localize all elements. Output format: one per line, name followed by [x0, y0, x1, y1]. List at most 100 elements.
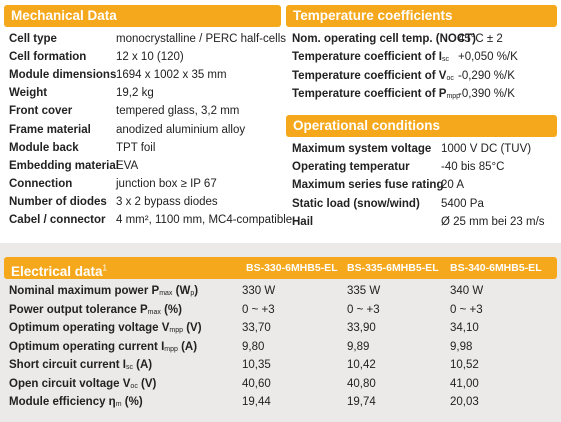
row-label: Frame material [9, 123, 91, 136]
row-label: Cabel / connector [9, 214, 106, 226]
row-value: 340 W [450, 285, 484, 297]
electrical-data-row: Power output tolerance Pmax (%) 0 ~ +3 0 ~… [9, 301, 557, 319]
row-label: Short circuit current Isc (A) [9, 359, 153, 371]
mechanical-data-row: Connection junction box ≥ IP 67 [9, 175, 284, 193]
row-value: 19,44 [242, 396, 271, 408]
row-value: TPT foil [116, 141, 156, 154]
mechanical-data-row: Cell formation 12 x 10 (120) [9, 48, 284, 66]
column-header-335: BS-335-6MHB5-EL [347, 262, 439, 274]
row-value: 5400 Pa [441, 197, 484, 210]
row-value: Ø 25 mm bei 23 m/s [441, 215, 545, 228]
row-label: Module dimensions [9, 69, 117, 82]
column-header-340: BS-340-6MHB5-EL [450, 262, 542, 274]
row-label: Optimum operating current Impp (A) [9, 340, 198, 353]
row-value: +0,050 %/K [458, 51, 518, 64]
row-label: Nom. operating cell temp. (NOCT) [292, 33, 477, 45]
operational-condition-row: Maximum system voltage 1000 V DC (TUV) [292, 140, 557, 158]
row-label: Power output tolerance Pmax (%) [9, 303, 182, 316]
row-label: Maximum system voltage [292, 143, 432, 155]
row-value: 1694 x 1002 x 35 mm [116, 69, 227, 82]
row-value: 19,2 kg [116, 87, 154, 100]
row-value: 10,52 [450, 359, 479, 371]
row-value: 19,74 [347, 396, 376, 408]
row-value: 40,80 [347, 377, 376, 390]
mechanical-data-row: Module dimensions 1694 x 1002 x 35 mm [9, 66, 284, 84]
row-label: Optimum operating voltage Vmpp (V) [9, 322, 202, 334]
row-label: Embedding material [9, 159, 119, 172]
row-value: 9,89 [347, 340, 370, 353]
mechanical-data-row: Front cover tempered glass, 3,2 mm [9, 102, 284, 120]
row-label: Module back [9, 141, 79, 154]
mechanical-data-row: Module back TPT foil [9, 139, 284, 157]
temperature-coefficients-table: Nom. operating cell temp. (NOCT) 45°C ± 2… [292, 30, 557, 106]
mechanical-data-table: Cell type monocrystalline / PERC half-cel… [9, 30, 292, 230]
temperature-coefficients-title: Temperature coefficients [293, 8, 453, 23]
row-label: Temperature coefficient of Isc [292, 51, 449, 64]
row-label: Cell type [9, 33, 57, 45]
electrical-data-title: Electrical data1 [11, 263, 107, 279]
row-value: -40 bis 85°C [441, 161, 505, 174]
row-value: 34,10 [450, 322, 479, 334]
temperature-coefficient-row: Nom. operating cell temp. (NOCT) 45°C ± 2 [292, 30, 557, 48]
operational-conditions-header: Operational conditions [286, 115, 557, 137]
row-value: 0 ~ +3 [347, 303, 380, 316]
row-value: 0 ~ +3 [242, 303, 275, 316]
electrical-data-row: Nominal maximum power Pmax (Wp) 330 W 335 … [9, 282, 557, 300]
mechanical-data-title: Mechanical Data [11, 8, 117, 23]
row-label: Module efficiency ηm (%) [9, 396, 143, 408]
row-label: Nominal maximum power Pmax (Wp) [9, 285, 199, 297]
temperature-coefficients-header: Temperature coefficients [286, 5, 557, 27]
row-value: monocrystalline / PERC half-cells [116, 33, 287, 45]
column-header-330: BS-330-6MHB5-EL [246, 262, 338, 274]
mechanical-data-row: Frame material anodized aluminium alloy [9, 121, 284, 139]
mechanical-data-row: Cabel / connector 4 mm², 1100 mm, MC4-com… [9, 211, 292, 229]
row-value: 330 W [242, 285, 276, 297]
row-value: 20,03 [450, 396, 479, 408]
mechanical-data-row: Number of diodes 3 x 2 bypass diodes [9, 193, 284, 211]
row-value: 10,35 [242, 359, 271, 371]
row-value: 20 A [441, 179, 465, 192]
temperature-coefficient-row: Temperature coefficient of Pmpp -0,390 %/… [292, 85, 557, 103]
row-label: Cell formation [9, 51, 87, 64]
row-value: 40,60 [242, 377, 271, 390]
row-value: anodized aluminium alloy [116, 123, 246, 136]
operational-conditions-table: Maximum system voltage 1000 V DC (TUV) Ope… [292, 140, 557, 232]
row-label: Maximum series fuse rating [292, 179, 444, 192]
row-label: Temperature coefficient of Pmpp [292, 87, 461, 100]
mechanical-data-row: Cell type monocrystalline / PERC half-cel… [9, 30, 287, 48]
row-label: Weight [9, 87, 48, 100]
electrical-data-row: Short circuit current Isc (A) 10,35 10,42 1… [9, 356, 557, 374]
row-value: 9,80 [242, 340, 265, 353]
row-value: 45°C ± 2 [458, 33, 503, 45]
row-value: 335 W [347, 285, 381, 297]
row-value: EVA [116, 159, 139, 172]
row-value: 3 x 2 bypass diodes [116, 195, 218, 208]
bottom-section: Electrical data1 BS-330-6MHB5-EL BS-335-… [0, 243, 561, 422]
row-value: 33,70 [242, 322, 271, 334]
row-value: 4 mm², 1100 mm, MC4-compatible [116, 214, 293, 226]
electrical-data-header: Electrical data1 BS-330-6MHB5-EL BS-335-… [4, 257, 557, 279]
operational-condition-row: Operating temperatur -40 bis 85°C [292, 158, 557, 176]
row-value: 1000 V DC (TUV) [441, 143, 532, 155]
mechanical-data-row: Embedding material EVA [9, 157, 284, 175]
operational-condition-row: Maximum series fuse rating 20 A [292, 176, 557, 194]
row-value: 10,42 [347, 359, 376, 371]
row-value: junction box ≥ IP 67 [116, 177, 217, 190]
row-value: tempered glass, 3,2 mm [116, 105, 240, 118]
row-label: Temperature coefficient of Voc [292, 69, 454, 82]
operational-condition-row: Static load (snow/wind) 5400 Pa [292, 195, 557, 213]
row-value: 33,90 [347, 322, 376, 334]
mechanical-data-header: Mechanical Data [4, 5, 281, 27]
temperature-coefficient-row: Temperature coefficient of Voc -0,290 %/K [292, 67, 557, 85]
row-value: 0 ~ +3 [450, 303, 483, 316]
electrical-data-row: Module efficiency ηm (%) 19,44 19,74 20,03 [9, 393, 557, 411]
operational-condition-row: Hail Ø 25 mm bei 23 m/s [292, 213, 557, 231]
row-value: 41,00 [450, 377, 479, 390]
row-label: Static load (snow/wind) [292, 197, 420, 210]
row-value: -0,390 %/K [458, 87, 515, 100]
electrical-data-table: Nominal maximum power Pmax (Wp) 330 W 335 … [9, 282, 557, 418]
electrical-data-row: Optimum operating current Impp (A) 9,80 9,… [9, 338, 557, 356]
row-label: Front cover [9, 105, 73, 118]
mechanical-data-row: Weight 19,2 kg [9, 84, 284, 102]
row-label: Connection [9, 177, 73, 190]
